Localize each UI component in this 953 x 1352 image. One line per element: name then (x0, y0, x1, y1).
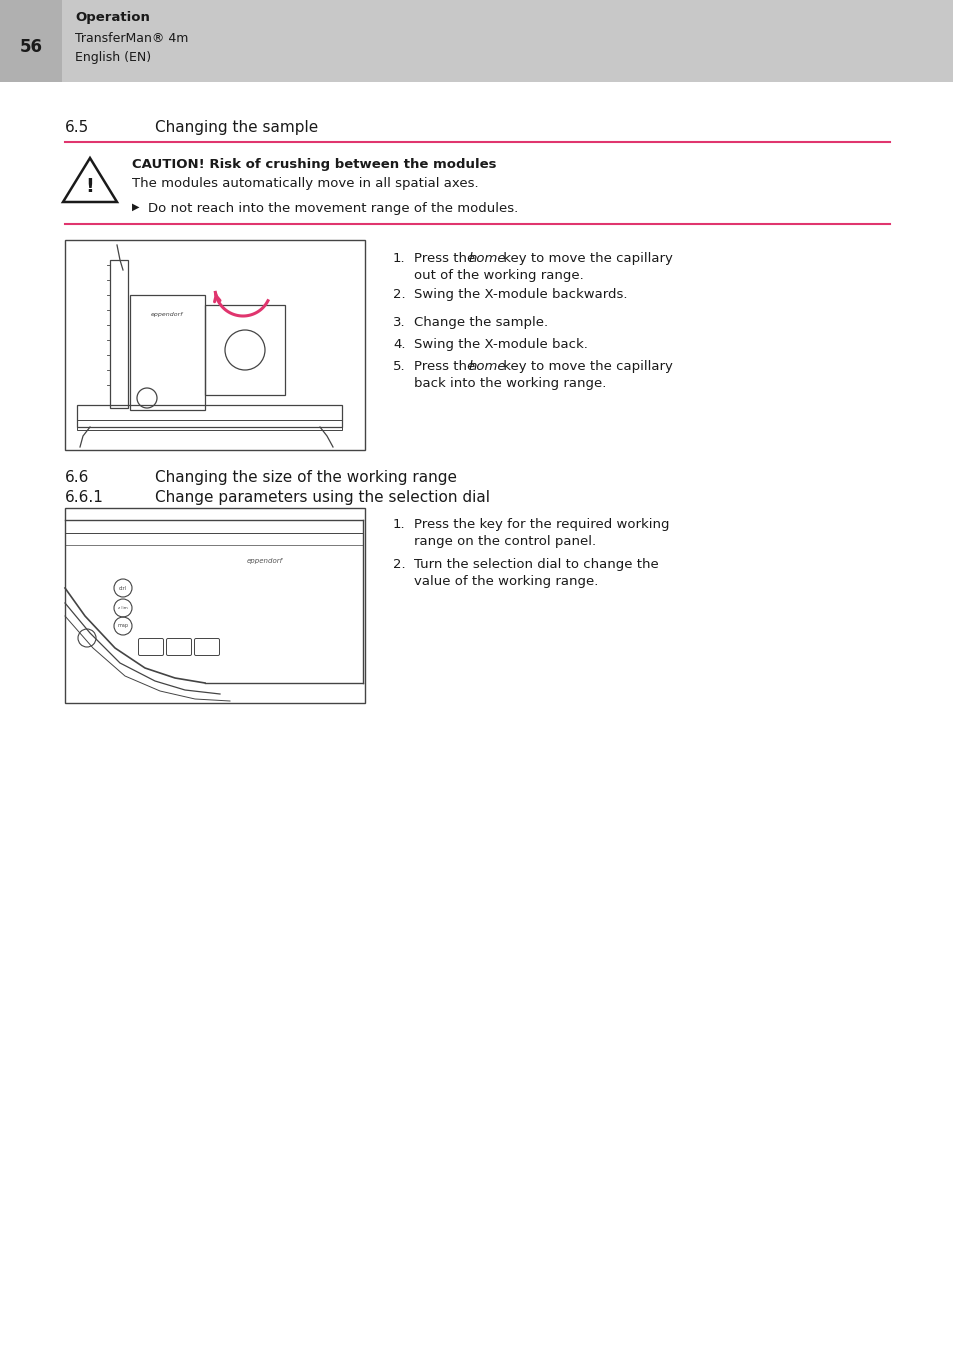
Text: ctrl: ctrl (119, 585, 127, 591)
Text: value of the working range.: value of the working range. (414, 575, 598, 588)
Text: 3.: 3. (393, 316, 405, 329)
Text: 6.6: 6.6 (65, 470, 90, 485)
Text: 2.: 2. (393, 558, 405, 571)
Text: back into the working range.: back into the working range. (414, 377, 606, 389)
Text: Operation: Operation (75, 12, 150, 24)
Text: !: ! (86, 177, 94, 196)
Text: Changing the size of the working range: Changing the size of the working range (154, 470, 456, 485)
Text: ▶: ▶ (132, 201, 139, 212)
Bar (205, 306, 285, 395)
Text: Swing the X-module backwards.: Swing the X-module backwards. (414, 288, 627, 301)
Text: TransferMan® 4m: TransferMan® 4m (75, 31, 188, 45)
Text: home: home (469, 360, 506, 373)
Text: eppendorf: eppendorf (247, 558, 283, 564)
Bar (130, 295, 205, 410)
Bar (0, 0, 62, 82)
Text: CAUTION! Risk of crushing between the modules: CAUTION! Risk of crushing between the mo… (132, 158, 496, 170)
Text: 56: 56 (19, 38, 43, 55)
Text: Turn the selection dial to change the: Turn the selection dial to change the (414, 558, 659, 571)
Text: Changing the sample: Changing the sample (154, 120, 318, 135)
Bar (0, 0, 953, 82)
Text: 5.: 5. (393, 360, 405, 373)
Text: out of the working range.: out of the working range. (414, 269, 583, 283)
Text: Press the: Press the (414, 360, 479, 373)
Text: 1.: 1. (393, 518, 405, 531)
Text: English (EN): English (EN) (75, 50, 151, 64)
Bar (77, 420, 341, 430)
Text: 4.: 4. (393, 338, 405, 352)
Text: 6.5: 6.5 (65, 120, 90, 135)
Text: home: home (469, 251, 506, 265)
Text: range on the control panel.: range on the control panel. (414, 535, 596, 548)
Text: map: map (117, 623, 129, 629)
Text: key to move the capillary: key to move the capillary (498, 251, 672, 265)
Text: eppendorf: eppendorf (151, 312, 183, 316)
Text: Press the: Press the (414, 251, 479, 265)
Bar (77, 406, 341, 427)
Text: 6.6.1: 6.6.1 (65, 489, 104, 506)
Text: 2.: 2. (393, 288, 405, 301)
Text: Do not reach into the movement range of the modules.: Do not reach into the movement range of … (148, 201, 517, 215)
Text: Swing the X-module back.: Swing the X-module back. (414, 338, 587, 352)
Text: z lim: z lim (118, 606, 128, 610)
Text: Press the key for the required working: Press the key for the required working (414, 518, 669, 531)
Text: 1.: 1. (393, 251, 405, 265)
Bar (110, 260, 128, 408)
Text: Change parameters using the selection dial: Change parameters using the selection di… (154, 489, 490, 506)
Text: key to move the capillary: key to move the capillary (498, 360, 672, 373)
Bar (65, 241, 365, 450)
Text: The modules automatically move in all spatial axes.: The modules automatically move in all sp… (132, 177, 478, 191)
Bar (65, 508, 365, 703)
Text: Change the sample.: Change the sample. (414, 316, 548, 329)
